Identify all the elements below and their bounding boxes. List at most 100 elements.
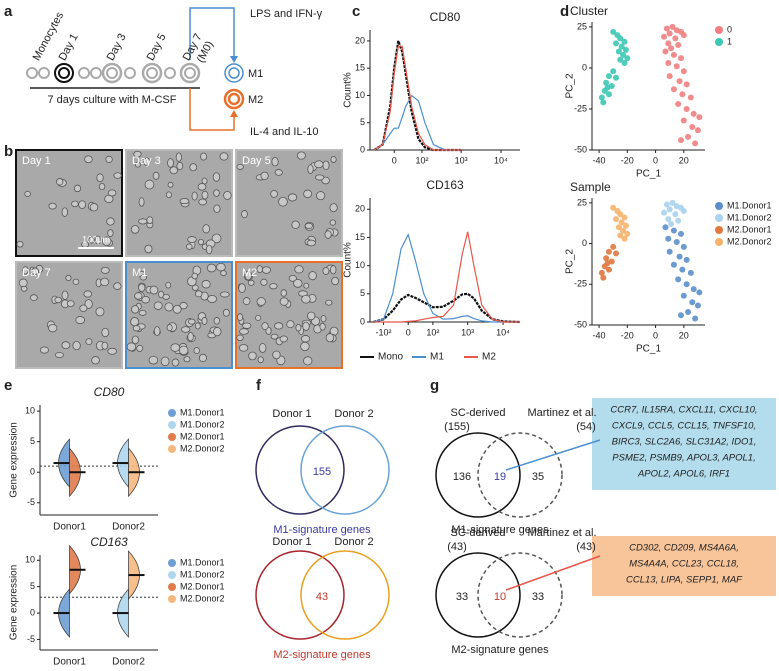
point (665, 235, 672, 242)
cell (274, 169, 283, 176)
histogram-line (373, 94, 462, 151)
cell (293, 278, 303, 288)
arrow-head (230, 110, 238, 117)
tile-label: M1 (132, 267, 147, 279)
point (690, 286, 697, 293)
point (598, 269, 605, 276)
cell (302, 321, 310, 331)
cell (178, 345, 189, 356)
cell (329, 219, 337, 226)
point (624, 55, 631, 62)
cell (183, 356, 191, 363)
cell (271, 157, 279, 167)
legend-label: M1.Donor1 (180, 407, 225, 417)
y-tick-label: -25 (574, 279, 587, 289)
point (605, 266, 612, 273)
cell (314, 174, 325, 181)
legend-label: M2.Donor1 (180, 431, 225, 441)
cell (165, 281, 172, 289)
panel-f (255, 425, 390, 640)
point (662, 224, 669, 231)
point (673, 63, 680, 70)
x-tick-label: -40 (593, 330, 606, 340)
cell (236, 163, 244, 170)
cell (153, 301, 163, 310)
cell (198, 198, 207, 206)
point (618, 43, 625, 50)
chart-title: CD80 (94, 385, 125, 399)
arrow (189, 7, 235, 60)
set-label: Martinez et al. (527, 527, 596, 539)
histogram-line (373, 40, 462, 152)
venn-circle (435, 552, 521, 638)
cell (152, 171, 160, 180)
point (690, 110, 697, 117)
connector (505, 439, 601, 471)
cell (146, 216, 154, 224)
point (610, 204, 617, 211)
cell (172, 304, 182, 314)
cell (194, 322, 201, 330)
cell-icon (184, 67, 196, 79)
point (604, 84, 611, 91)
point (622, 46, 629, 53)
panel-label: d (560, 3, 569, 20)
x-tick-label: 0 (406, 327, 411, 337)
tile-label: M2 (242, 267, 257, 279)
point (696, 114, 703, 121)
x-axis-label: PC_1 (636, 169, 661, 180)
point (665, 60, 672, 67)
point (621, 38, 628, 45)
cell (212, 172, 221, 182)
gene-list-line: BIRC3, SLC2A6, SLC31A2, IDO1, (612, 437, 757, 448)
x-tick-label: 20 (679, 330, 689, 340)
x-tick-label: 10² (415, 155, 428, 165)
y-tick-label: 20 (355, 204, 365, 214)
venn-caption: M1-signature genes (451, 524, 549, 536)
cell-icon (223, 88, 245, 110)
x-axis-label: PC_1 (636, 344, 661, 355)
cell (113, 172, 122, 179)
venn-circle (477, 432, 563, 518)
cell (20, 285, 28, 292)
legend-swatch (168, 583, 176, 591)
cell (278, 196, 288, 207)
cell (201, 190, 209, 200)
cell (272, 350, 281, 360)
overlap-count: 155 (313, 466, 331, 478)
cell (201, 279, 211, 289)
cell (279, 335, 288, 343)
cell (100, 266, 110, 274)
tile-label: Day 5 (242, 155, 271, 167)
cell (216, 262, 226, 272)
legend-swatch (168, 559, 176, 567)
point (675, 101, 682, 108)
cell (303, 356, 313, 366)
cell-icon (90, 67, 102, 79)
overlap-count: 19 (494, 471, 506, 483)
cell (78, 200, 87, 209)
point (689, 299, 696, 306)
y-tick-label: 0 (30, 607, 35, 617)
cell (176, 161, 184, 171)
point (680, 68, 687, 75)
cell (189, 163, 198, 172)
gene-list-line: APOL2, APOL6, IRF1 (637, 469, 730, 480)
point (617, 232, 624, 239)
point (676, 78, 683, 85)
point (665, 40, 672, 47)
cell (247, 279, 255, 286)
point (673, 238, 680, 245)
cell (164, 302, 174, 312)
cell (138, 309, 147, 316)
venn-circle (435, 432, 521, 518)
legend-label: M2.Donor2 (180, 443, 225, 453)
cell (320, 315, 327, 323)
cell (72, 278, 80, 285)
point (610, 68, 617, 75)
cell (61, 207, 68, 217)
cell (288, 274, 297, 282)
point (683, 81, 690, 88)
point (675, 276, 682, 283)
legend-label: M2.Donor2 (727, 236, 772, 246)
